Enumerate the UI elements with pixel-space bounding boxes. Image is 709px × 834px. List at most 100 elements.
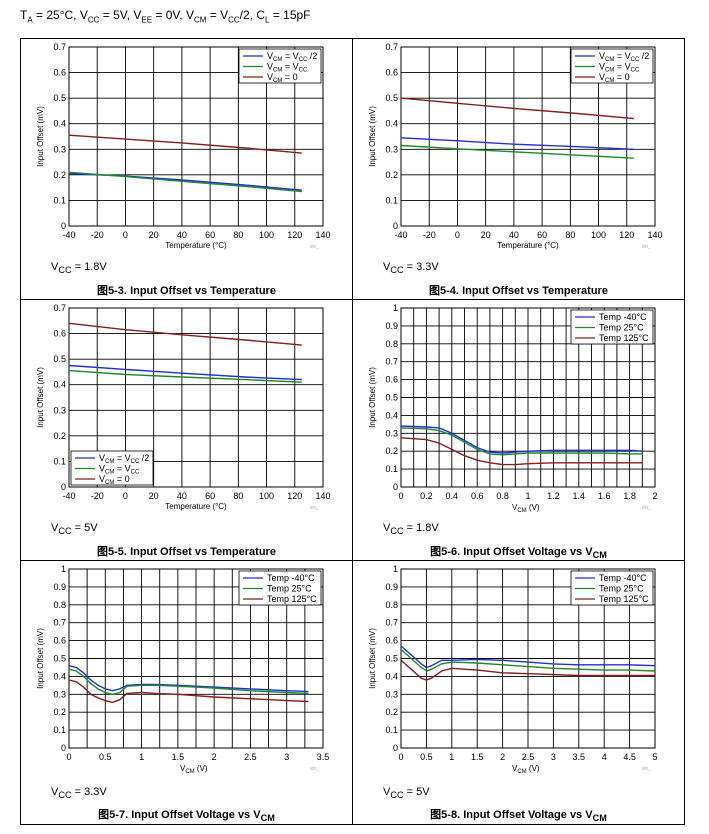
- chart-cell-5-6: 0 0.1 0.2 0.3 0.4 0.5 0.6 0.7 0.8 0.9 1 0 0.2 0.4 0.6 0…: [352, 299, 685, 561]
- plot-frame: [68, 46, 324, 227]
- x-tick-label: 0.4: [446, 491, 459, 501]
- chart-5-8: 0 0.1 0.2 0.3 0.4 0.5 0.6 0.7 0.8 0.9 1 0 0.5 1 1.5 2 2.…: [368, 564, 658, 775]
- y-tick-label: 0.8: [385, 600, 398, 610]
- legend-entry: Temp -40°C: [575, 573, 647, 583]
- x-tick-label: 80: [233, 230, 243, 240]
- y-axis-label: Input Offset (mV): [368, 367, 377, 428]
- x-tick-label: -20: [91, 491, 104, 501]
- legend-entry: VCM = VCC /2: [75, 453, 149, 465]
- vcm-symbol: V: [185, 8, 194, 22]
- legend-sub: CM: [273, 57, 282, 63]
- y-tick-label: 0.7: [385, 618, 398, 628]
- y-tick-label: 0.6: [385, 68, 398, 78]
- legend-eq: = V: [614, 62, 630, 72]
- y-tick-label: 0.6: [53, 636, 66, 646]
- x-tick-label: -20: [423, 230, 436, 240]
- x-tick-label: 3: [551, 752, 556, 762]
- y-tick-label: 0.1: [385, 725, 398, 735]
- y-tick-label: 0.9: [385, 582, 398, 592]
- legend-label: Temp -40°C: [599, 312, 647, 322]
- legend-label: VCM = VCC: [599, 62, 640, 74]
- y-tick-label: 0: [61, 221, 66, 231]
- x-tick-label: 60: [205, 491, 215, 501]
- x-tick-label: 120: [287, 230, 302, 240]
- x-tick-label: 0.5: [420, 752, 433, 762]
- x-axis-label: Temperature (°C): [165, 502, 227, 511]
- x-axis-label-symbol: V: [180, 764, 186, 773]
- x-tick-label: 4: [602, 752, 607, 762]
- ta-symbol: T: [20, 8, 28, 22]
- x-tick-label: 3.5: [573, 752, 586, 762]
- series-line-3: [400, 659, 655, 681]
- figure-title-subscript: CM: [592, 550, 607, 561]
- legend-tail: /2: [639, 51, 649, 61]
- y-tick-label: 0.7: [53, 42, 66, 52]
- supply-symbol: V: [383, 522, 391, 534]
- x-tick-label: 20: [149, 230, 159, 240]
- x-tick-label: 2.5: [522, 752, 535, 762]
- x-tick-label: 2: [652, 491, 657, 501]
- legend-eq: = 0: [282, 72, 297, 82]
- x-axis-label-rest: (V): [195, 764, 208, 773]
- y-tick-label: 0.2: [385, 170, 398, 180]
- y-tick-label: 0.7: [53, 303, 66, 313]
- supply-symbol: V: [383, 786, 391, 798]
- plot-frame: [400, 568, 656, 749]
- y-tick-label: 0.3: [53, 405, 66, 415]
- figure-number: 5-7.: [98, 809, 128, 821]
- figure-title: Input Offset Voltage vs V: [463, 546, 593, 558]
- y-tick-label: 0: [393, 482, 398, 492]
- y-tick-label: 0.4: [53, 671, 66, 681]
- legend-sub: CM: [105, 459, 114, 465]
- x-tick-label: -40: [62, 491, 75, 501]
- legend-eq: = V: [114, 453, 130, 463]
- figure-caption: 5-6. Input Offset Voltage vs VCM: [353, 543, 684, 560]
- x-tick-label: 120: [619, 230, 634, 240]
- y-tick-label: 0.3: [53, 689, 66, 699]
- supply-note: VCC = 5V: [383, 786, 430, 800]
- x-tick-label: 2: [500, 752, 505, 762]
- legend-entry: Temp 125°C: [575, 594, 649, 604]
- legend-label: Temp 25°C: [599, 323, 644, 333]
- legend-sub: CC: [299, 57, 308, 63]
- test-conditions: TA = 25°C, VCC = 5V, VEE = 0V, VCM = VCC…: [20, 8, 311, 24]
- x-tick-label: -20: [91, 230, 104, 240]
- y-tick-label: 0.6: [53, 329, 66, 339]
- watermark-text: vio_: [642, 505, 651, 511]
- y-tick-label: 1: [61, 564, 66, 574]
- y-tick-label: 0.4: [385, 119, 398, 129]
- y-tick-label: 0.2: [385, 707, 398, 717]
- legend-sub: CM: [273, 78, 282, 84]
- supply-subscript: CC: [390, 526, 404, 537]
- legend-label: Temp 125°C: [267, 594, 317, 604]
- y-tick-label: 0.5: [385, 93, 398, 103]
- x-tick-label: 80: [233, 491, 243, 501]
- watermark-text: vio_: [310, 766, 319, 772]
- plot-frame: [68, 307, 324, 488]
- x-tick-label: 1.5: [471, 752, 484, 762]
- supply-subscript: CC: [58, 526, 72, 537]
- y-tick-label: 1: [393, 564, 398, 574]
- legend-entry: Temp 125°C: [243, 594, 317, 604]
- y-tick-label: 0.4: [53, 380, 66, 390]
- y-tick-label: 0.3: [53, 144, 66, 154]
- supply-note: VCC = 1.8V: [383, 522, 439, 536]
- x-tick-label: 3: [284, 752, 289, 762]
- ta-subscript: A: [27, 15, 33, 25]
- cl-value: = 15pF: [269, 8, 311, 22]
- legend-entry: Temp 25°C: [575, 323, 644, 333]
- x-axis-label: VCM (V): [180, 764, 208, 775]
- series-line-1: [68, 364, 302, 381]
- series-line-2: [68, 171, 302, 193]
- y-tick-label: 0.6: [385, 636, 398, 646]
- legend-eq: = V: [614, 51, 630, 61]
- plot-frame: [68, 568, 324, 749]
- x-tick-label: 0.2: [420, 491, 433, 501]
- series-line-2: [68, 668, 309, 696]
- legend-v: V: [267, 72, 273, 82]
- figure-title: Input Offset vs Temperature: [130, 285, 276, 297]
- x-tick-label: 1: [525, 491, 530, 501]
- series-line-1: [400, 137, 634, 150]
- y-tick-label: 0.5: [53, 654, 66, 664]
- x-axis-label-subscript: CM: [517, 769, 526, 775]
